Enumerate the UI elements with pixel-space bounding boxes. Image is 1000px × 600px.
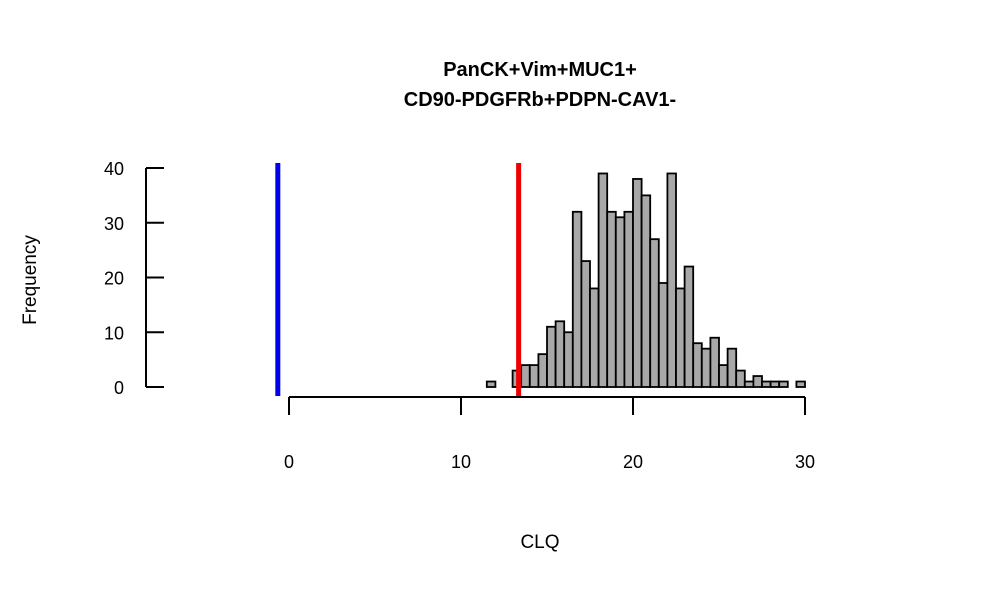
histogram-bar-27 (718, 364, 729, 388)
histogram-bar-4 (520, 364, 531, 388)
histogram-bar-29 (735, 369, 746, 388)
y-tick-label-4: 40 (104, 159, 124, 179)
histogram-bar-24 (692, 342, 703, 388)
histogram-bar-0 (485, 380, 497, 388)
histogram-bar-12 (589, 287, 600, 388)
histogram-bar-34 (778, 380, 789, 388)
histogram-bar-8 (554, 320, 566, 388)
histogram-bar-10 (571, 210, 583, 388)
chart-title-line-1: PanCK+Vim+MUC1+ (443, 59, 637, 81)
x-tick-label-0: 0 (284, 452, 294, 472)
y-axis: 0 10 20 30 40 (104, 159, 164, 398)
histogram-bar-25 (700, 347, 712, 388)
y-tick-label-3: 30 (104, 214, 124, 234)
histogram-bar-28 (726, 347, 738, 388)
histogram-bar-16 (623, 210, 634, 388)
x-tick-label-1: 10 (451, 452, 471, 472)
histogram-bar-36 (795, 380, 806, 388)
histogram-bar-31 (752, 375, 763, 388)
histogram-bar-5 (528, 364, 540, 388)
x-tick-label-3: 30 (795, 452, 815, 472)
y-tick-label-2: 20 (104, 269, 124, 289)
histogram-bar-7 (546, 325, 557, 388)
histogram-bar-15 (614, 216, 626, 388)
histogram-bar-23 (683, 265, 695, 388)
histogram-bar-21 (666, 172, 677, 388)
histogram-bar-26 (709, 336, 720, 388)
histogram-bar-19 (649, 238, 660, 388)
x-axis: 0 10 20 30 (284, 396, 815, 472)
histogram-bar-20 (657, 282, 669, 388)
histogram-bar-33 (769, 380, 781, 388)
histogram-bar-18 (640, 194, 652, 388)
histogram-bar-6 (537, 353, 548, 388)
histogram-bar-13 (597, 172, 609, 388)
histogram-bars (485, 172, 806, 388)
y-tick-label-0: 0 (114, 378, 124, 398)
reference-lines (275, 163, 522, 396)
y-axis-title: Frequency (20, 235, 41, 325)
histogram-bar-30 (743, 380, 755, 388)
histogram-bar-11 (580, 260, 591, 388)
chart-title-line-2: CD90-PDGFRb+PDPN-CAV1- (404, 89, 676, 111)
histogram-bar-9 (563, 331, 574, 388)
y-tick-label-1: 10 (104, 323, 124, 343)
x-axis-title: CLQ (520, 532, 559, 553)
x-tick-label-2: 20 (623, 452, 643, 472)
histogram-bar-22 (675, 287, 686, 388)
chart-title: PanCK+Vim+MUC1+ CD90-PDGFRb+PDPN-CAV1- (404, 59, 676, 111)
histogram-bar-14 (606, 210, 617, 388)
histogram-bar-32 (761, 380, 772, 388)
histogram-bar-17 (632, 178, 643, 388)
